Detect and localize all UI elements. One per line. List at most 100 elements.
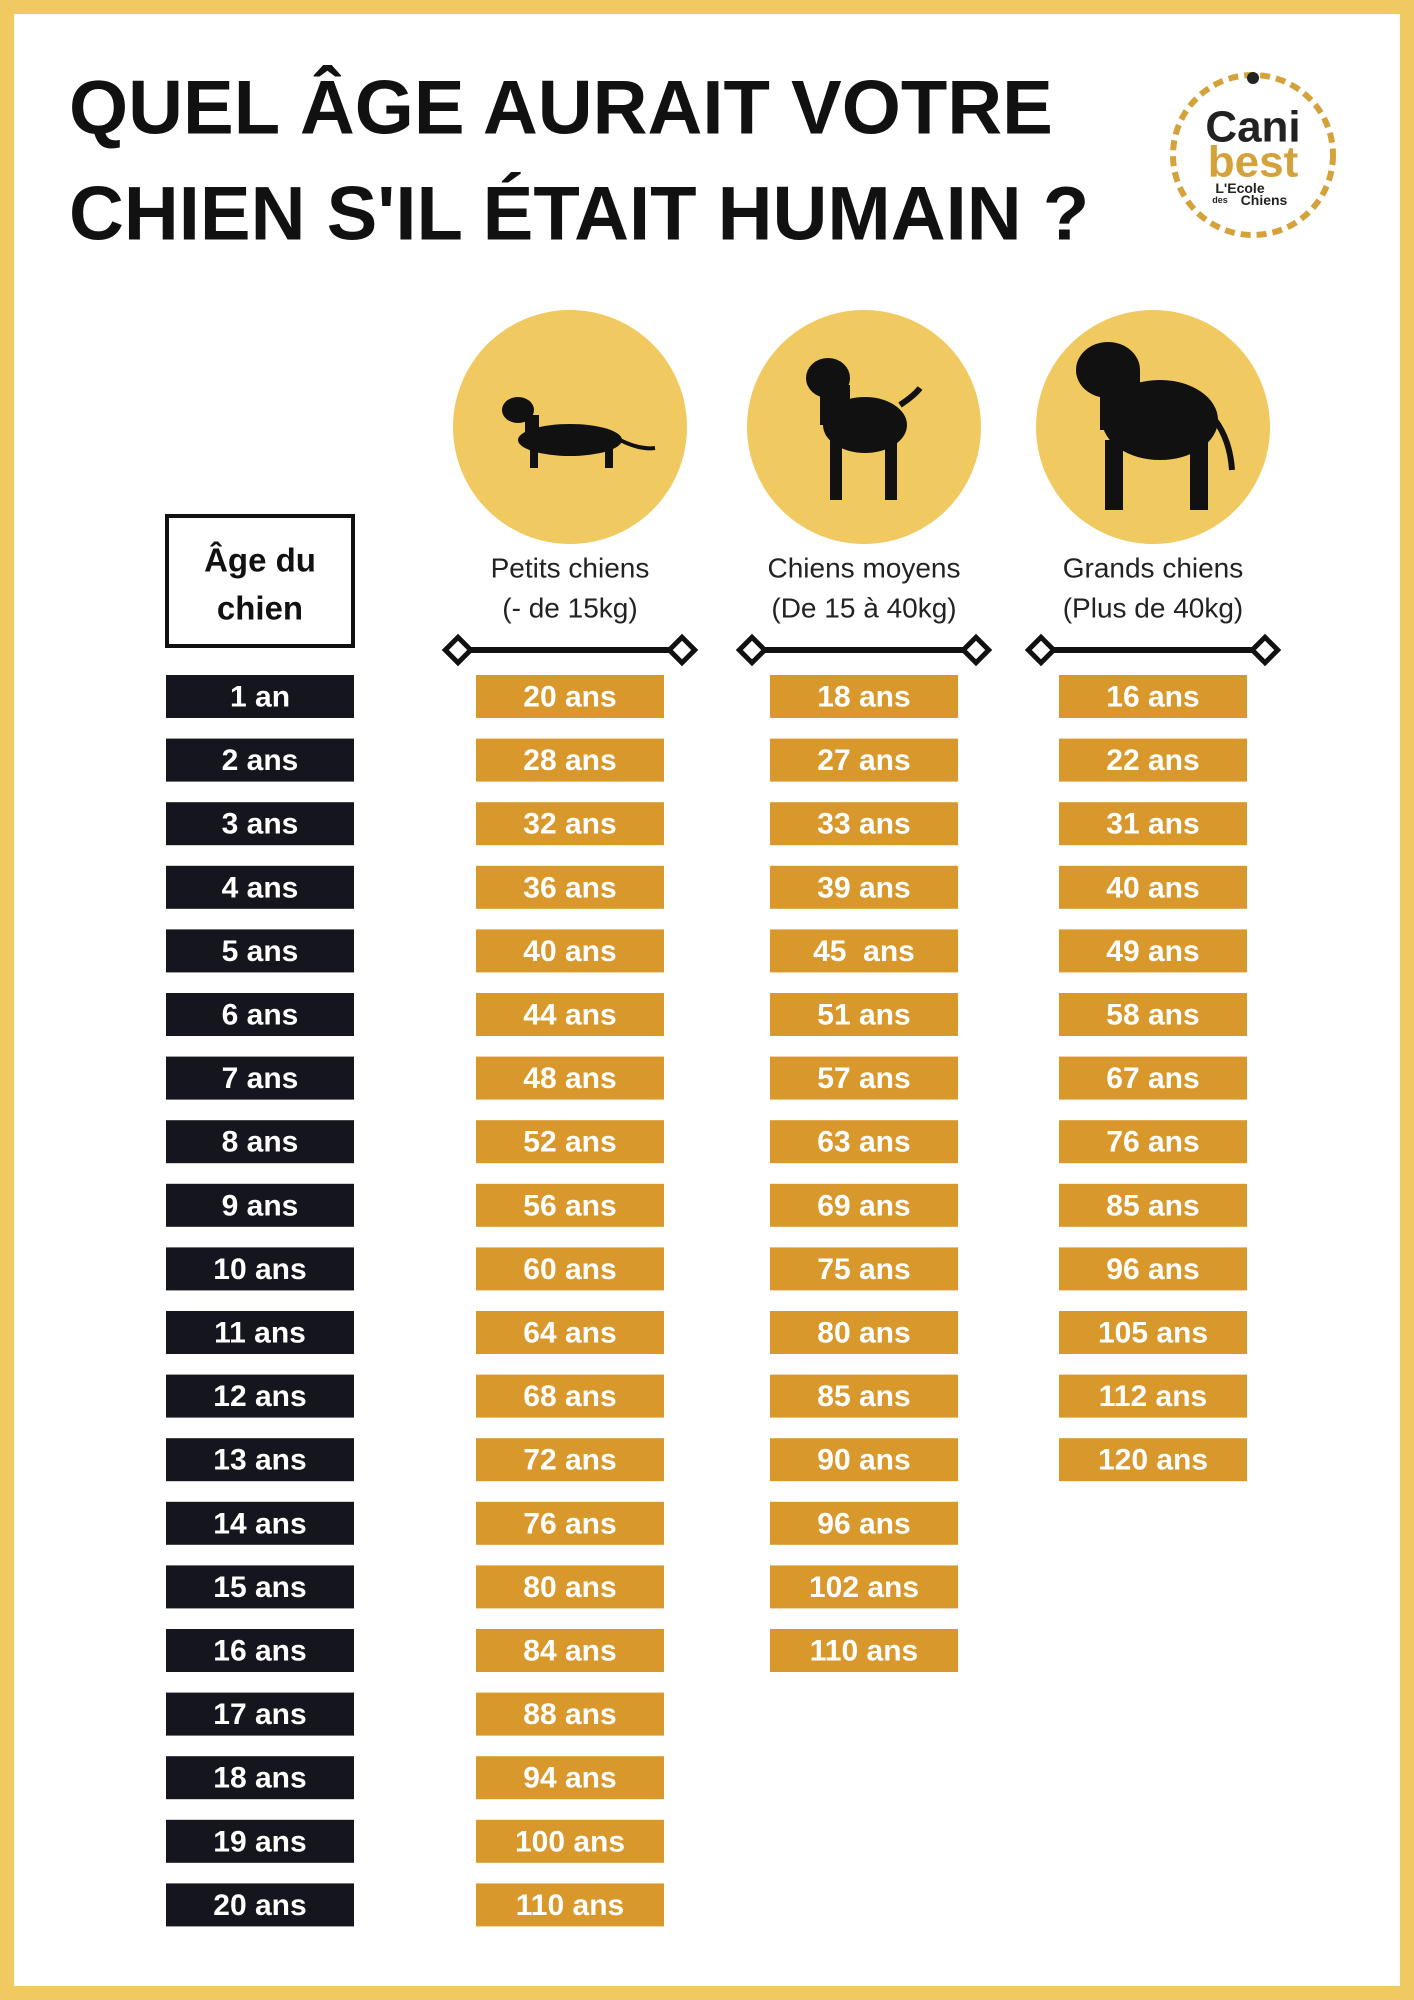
age-cell <box>166 675 354 718</box>
connector-end <box>665 633 699 667</box>
age-label: 15 ans <box>213 1571 306 1604</box>
logo <box>1170 72 1336 238</box>
logo-text: best <box>1208 138 1299 187</box>
connector-end <box>959 633 993 667</box>
value-cell <box>1059 1438 1247 1482</box>
value-cell <box>1059 1183 1247 1227</box>
value-label: 60 ans <box>523 1253 616 1286</box>
value-cell <box>476 1056 664 1100</box>
value-label: 90 ans <box>817 1444 910 1477</box>
value-label: 20 ans <box>523 681 616 714</box>
age-cell <box>166 865 354 909</box>
age-label: 6 ans <box>222 999 299 1032</box>
value-label: 63 ans <box>817 1126 910 1159</box>
value-cell <box>476 1311 664 1354</box>
value-cell <box>476 1438 664 1482</box>
value-label: 76 ans <box>523 1507 616 1540</box>
value-label: 44 ans <box>523 999 616 1032</box>
age-label: 1 an <box>230 681 290 714</box>
title-line: QUEL ÂGE AURAIT VOTRE <box>69 65 1053 151</box>
value-label: 112 ans <box>1099 1380 1207 1413</box>
value-cell <box>770 1311 958 1354</box>
value-label: 80 ans <box>523 1571 616 1604</box>
value-cell <box>476 929 664 973</box>
logo-text: L'Ecole <box>1215 180 1264 196</box>
age-label: 13 ans <box>213 1444 306 1477</box>
age-cell <box>166 1374 354 1418</box>
age-cell <box>166 1247 354 1291</box>
value-label: 32 ans <box>523 808 616 841</box>
value-label: 88 ans <box>523 1698 616 1731</box>
age-cell <box>166 1311 354 1354</box>
dog-small <box>502 397 656 468</box>
value-label: 28 ans <box>523 744 616 777</box>
value-cell <box>770 1120 958 1164</box>
value-label: 85 ans <box>1106 1189 1199 1222</box>
value-cell <box>1059 802 1247 846</box>
value-cell <box>476 1883 664 1927</box>
value-label: 45 ans <box>813 935 915 968</box>
connector-end <box>735 633 769 667</box>
age-label: 18 ans <box>213 1762 306 1795</box>
value-cell <box>770 1247 958 1291</box>
column-name: Grands chiens <box>1063 553 1244 584</box>
value-label: 110 ans <box>810 1635 918 1668</box>
value-label: 36 ans <box>523 871 616 904</box>
value-label: 39 ans <box>817 871 910 904</box>
value-label: 80 ans <box>817 1317 910 1350</box>
value-cell <box>476 1183 664 1227</box>
value-cell <box>476 993 664 1036</box>
value-label: 48 ans <box>523 1062 616 1095</box>
age-cell <box>166 802 354 846</box>
value-cell <box>476 1374 664 1418</box>
age-label: 4 ans <box>222 871 299 904</box>
column-name: Chiens moyens <box>768 553 961 584</box>
age-label: 8 ans <box>222 1126 299 1159</box>
value-label: 96 ans <box>817 1507 910 1540</box>
value-cell <box>770 1501 958 1545</box>
value-cell <box>476 802 664 846</box>
value-label: 49 ans <box>1106 935 1199 968</box>
value-cell <box>476 1247 664 1291</box>
value-label: 120 ans <box>1098 1444 1208 1477</box>
value-cell <box>1059 1311 1247 1354</box>
value-label: 96 ans <box>1106 1253 1199 1286</box>
age-cell <box>166 1819 354 1863</box>
value-cell <box>476 1819 664 1863</box>
value-cell <box>770 802 958 846</box>
value-cell <box>476 1756 664 1800</box>
value-cell <box>770 1183 958 1227</box>
value-label: 72 ans <box>523 1444 616 1477</box>
connector-end <box>1248 633 1282 667</box>
age-label: 9 ans <box>222 1189 299 1222</box>
value-cell <box>1059 675 1247 718</box>
age-label: 2 ans <box>222 744 299 777</box>
age-label: 10 ans <box>213 1253 306 1286</box>
age-label: 3 ans <box>222 808 299 841</box>
age-cell <box>166 1056 354 1100</box>
age-header-text: chien <box>217 590 303 627</box>
value-cell <box>770 1438 958 1482</box>
value-cell <box>1059 1374 1247 1418</box>
value-label: 52 ans <box>523 1126 616 1159</box>
dog-medium <box>806 358 923 500</box>
value-label: 40 ans <box>523 935 616 968</box>
value-cell <box>770 1056 958 1100</box>
value-cell <box>770 929 958 973</box>
value-cell <box>770 993 958 1036</box>
age-cell <box>166 1438 354 1482</box>
value-cell <box>1059 865 1247 909</box>
value-label: 85 ans <box>817 1380 910 1413</box>
value-label: 69 ans <box>817 1189 910 1222</box>
value-cell <box>1059 1056 1247 1100</box>
age-label: 5 ans <box>222 935 299 968</box>
value-label: 16 ans <box>1106 681 1199 714</box>
value-cell <box>476 1501 664 1545</box>
connector-end <box>1024 633 1058 667</box>
logo-text: des <box>1212 195 1228 205</box>
column-name: (Plus de 40kg) <box>1063 593 1244 624</box>
age-cell <box>166 1692 354 1736</box>
value-label: 33 ans <box>817 808 910 841</box>
value-label: 75 ans <box>817 1253 910 1286</box>
value-label: 31 ans <box>1106 808 1199 841</box>
